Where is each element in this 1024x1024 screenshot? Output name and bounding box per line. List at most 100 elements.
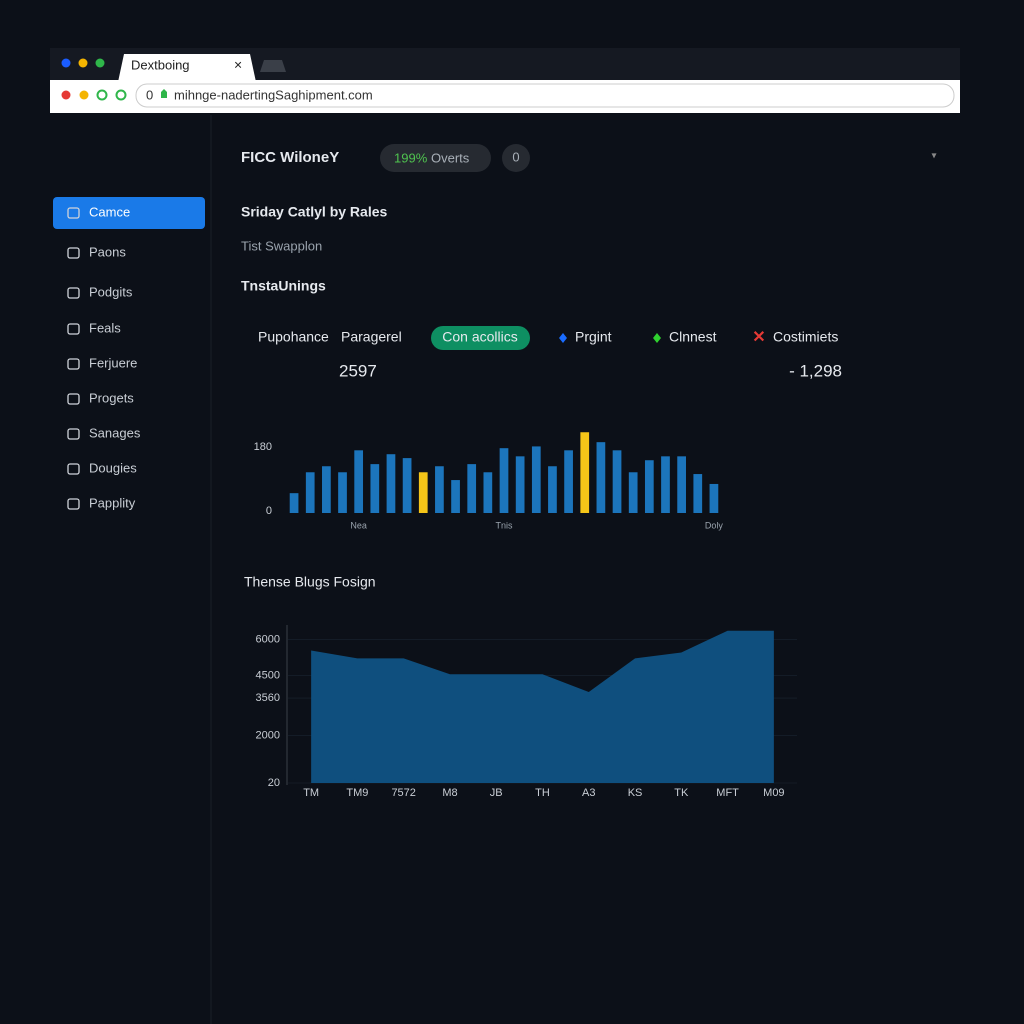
bar (548, 466, 557, 513)
nav-item[interactable]: Feals (89, 320, 121, 335)
bar (354, 450, 364, 513)
bar (451, 480, 460, 513)
dot (78, 58, 88, 68)
nav-item[interactable]: Podgits (89, 284, 133, 299)
nav-item[interactable]: Paons (89, 244, 126, 259)
nav-item[interactable]: Sanages (89, 425, 141, 440)
dropdown[interactable]: ▾ (931, 151, 936, 162)
app-title: FICC WiloneY (241, 149, 339, 166)
nav-icon (67, 393, 80, 405)
pill[interactable] (380, 144, 491, 172)
section-title: Sriday Catlyl by Rales (241, 204, 388, 220)
pill[interactable] (431, 326, 530, 350)
stat: - 1,298 (789, 361, 842, 380)
shield[interactable] (115, 89, 127, 101)
url-bar[interactable] (135, 83, 955, 108)
legend-icon (653, 333, 661, 343)
x-tick-label: TH (535, 787, 550, 799)
nav-item[interactable]: Camce (89, 204, 130, 219)
nav-icon (67, 287, 80, 299)
bar (596, 442, 606, 513)
x-tick-label: JB (490, 787, 503, 799)
y-tick-label: 4500 (256, 669, 280, 681)
reload[interactable] (96, 89, 108, 101)
tab[interactable]: Paragerel (341, 329, 402, 345)
lock (161, 89, 167, 98)
x-tick-label: A3 (582, 787, 595, 799)
new-tab[interactable] (260, 60, 286, 72)
nav-icon (67, 207, 80, 219)
stat: 2597 (339, 361, 377, 380)
url: mihnge-nadertingSaghipment.com (174, 87, 373, 102)
x-tick-label: Tnis (495, 520, 513, 530)
dot (61, 58, 71, 68)
bar (386, 454, 396, 513)
bar (677, 456, 686, 513)
x-tick-label: MFT (716, 787, 739, 799)
nav-item[interactable]: Dougies (89, 460, 137, 475)
dot (95, 58, 105, 68)
bar (612, 450, 622, 513)
tab[interactable] (118, 54, 256, 82)
x-tick-label: Nea (350, 520, 367, 530)
nav-icon (67, 498, 80, 510)
legend-item: Clnnest (669, 329, 717, 345)
bar (322, 466, 331, 513)
url-icon: 0 (146, 87, 153, 102)
dot (79, 90, 89, 100)
nav-icon (67, 428, 80, 440)
nav-item[interactable]: Papplity (89, 495, 136, 510)
nav-icon (67, 358, 80, 370)
x-tick-label: 7572 (391, 787, 415, 799)
badge-text: 0 (512, 149, 519, 164)
tab[interactable]: Pupohance (258, 329, 329, 345)
dot (61, 90, 71, 100)
nav-item[interactable]: Progets (89, 390, 134, 405)
nav-icon (67, 323, 80, 335)
area (311, 630, 774, 783)
bar (564, 450, 573, 513)
y-tick-label: 0 (266, 505, 272, 517)
y-tick-label: 6000 (256, 633, 280, 645)
x-tick-label: TM9 (346, 787, 368, 799)
bar (709, 483, 719, 513)
legend-item: Costimiets (773, 329, 838, 345)
badge[interactable] (502, 144, 530, 172)
section-title: Thense Blugs Fosign (244, 574, 376, 590)
legend-item: Prgint (575, 329, 612, 345)
bar (499, 448, 509, 513)
tab-close[interactable]: × (234, 57, 242, 73)
x-tick-label: M09 (763, 787, 784, 799)
bar (289, 493, 299, 513)
pill-text: Con acollics (442, 329, 517, 345)
heading: TnstaUnings (241, 278, 326, 294)
x-tick-label: KS (628, 787, 643, 799)
tab-title: Dextboing (131, 57, 190, 72)
x-tick-label: Doly (705, 520, 724, 530)
bar (418, 472, 428, 513)
bar (370, 464, 380, 513)
nav-icon (67, 247, 80, 259)
bar (531, 446, 541, 513)
nav-icon (67, 463, 80, 475)
subtitle: Tist Swapplon (241, 238, 322, 253)
bar (693, 474, 703, 513)
bar (628, 472, 638, 513)
bar (305, 472, 315, 513)
nav-active (53, 197, 205, 229)
pill-text: Overts (431, 150, 470, 165)
bar (580, 432, 590, 513)
nav-item[interactable]: Ferjuere (89, 355, 137, 370)
bar (661, 456, 670, 513)
bar (515, 456, 525, 513)
x-tick-label: TM (303, 787, 319, 799)
x-tick-label: M8 (442, 787, 457, 799)
bar (402, 458, 412, 513)
x-tick-label: TK (674, 787, 689, 799)
bar (483, 472, 493, 513)
y-tick-label: 20 (268, 777, 280, 789)
pill-value: 199% (394, 150, 428, 165)
legend-icon: ✕ (752, 329, 765, 346)
